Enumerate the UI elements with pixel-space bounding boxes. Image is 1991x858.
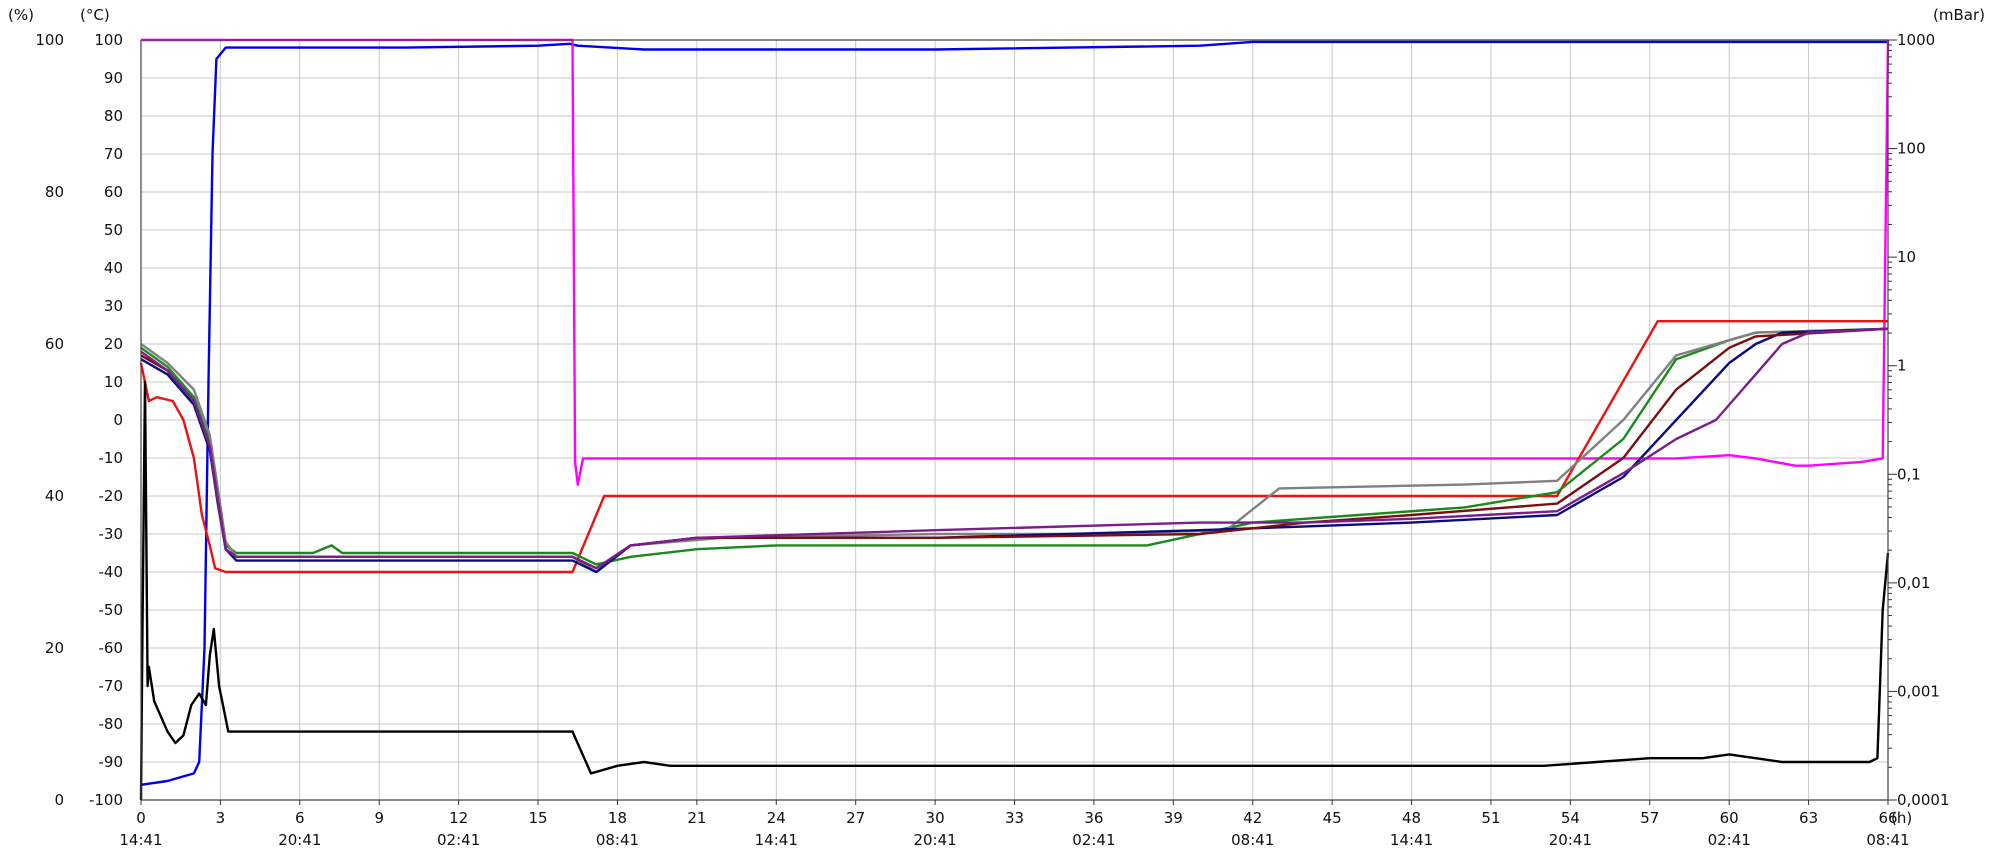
temp-tick-label: 90: [104, 69, 123, 87]
pct-tick-label: 20: [45, 639, 64, 657]
pressure-tick-label: 0,1: [1897, 465, 1921, 483]
pressure-tick-label: 1000: [1897, 31, 1935, 49]
right-pressure-unit-label: (mBar): [1933, 6, 1985, 24]
x-time-label: 08:41: [596, 831, 639, 849]
left-temp-unit-label: (°C): [80, 6, 110, 24]
x-tick-label: 63: [1799, 809, 1818, 827]
x-tick-label: 36: [1084, 809, 1103, 827]
x-time-label: 08:41: [1866, 831, 1909, 849]
left-pct-unit-label: (%): [8, 6, 34, 24]
x-tick-label: 24: [767, 809, 786, 827]
x-time-label: 14:41: [755, 831, 798, 849]
axes-layer: 1009080706050403020100-10-20-30-40-50-60…: [35, 31, 1949, 849]
series-line: [140, 327, 1889, 570]
pressure-tick-label: 0,001: [1897, 682, 1940, 700]
x-tick-label: 27: [846, 809, 865, 827]
temp-tick-label: -30: [99, 525, 124, 543]
temp-tick-label: 50: [104, 221, 123, 239]
x-time-label: 02:41: [1708, 831, 1751, 849]
x-time-label: 08:41: [1231, 831, 1274, 849]
x-time-label: 20:41: [278, 831, 321, 849]
pct-tick-label: 0: [54, 791, 64, 809]
x-tick-label: 30: [926, 809, 945, 827]
temp-tick-label: -70: [99, 677, 124, 695]
temp-tick-label: -10: [99, 449, 124, 467]
x-tick-label: 54: [1561, 809, 1580, 827]
x-time-label: 02:41: [437, 831, 480, 849]
temp-tick-label: 40: [104, 259, 123, 277]
temp-tick-label: -60: [99, 639, 124, 657]
temp-tick-label: 70: [104, 145, 123, 163]
series-line: [140, 327, 1889, 574]
x-tick-label: 21: [687, 809, 706, 827]
x-time-label: 20:41: [913, 831, 956, 849]
x-tick-label: 0: [136, 809, 146, 827]
x-tick-label: 48: [1402, 809, 1421, 827]
x-tick-label: 39: [1164, 809, 1183, 827]
temp-tick-label: 20: [104, 335, 123, 353]
x-tick-label: 51: [1481, 809, 1500, 827]
series-line: [139, 320, 1888, 574]
pct-tick-label: 100: [35, 31, 64, 49]
pct-tick-label: 60: [45, 335, 64, 353]
temp-tick-label: -40: [99, 563, 124, 581]
x-tick-label: 3: [216, 809, 226, 827]
x-time-label: 02:41: [1072, 831, 1115, 849]
x-tick-label: 12: [449, 809, 468, 827]
series-line: [139, 380, 1890, 801]
x-time-label: 14:41: [1390, 831, 1433, 849]
gridlines: [141, 39, 1888, 801]
x-tick-label: 33: [1005, 809, 1024, 827]
x-time-label: 20:41: [1549, 831, 1592, 849]
temp-tick-label: -20: [99, 487, 124, 505]
temp-tick-label: -100: [89, 791, 123, 809]
x-tick-label: 9: [374, 809, 384, 827]
pressure-tick-label: 1: [1897, 357, 1907, 375]
temp-tick-label: 100: [94, 31, 123, 49]
temp-tick-label: -80: [99, 715, 124, 733]
temp-tick-label: -90: [99, 753, 124, 771]
x-tick-label: 57: [1640, 809, 1659, 827]
x-time-label: 14:41: [119, 831, 162, 849]
pressure-tick-label: 100: [1897, 140, 1926, 158]
temp-tick-label: 30: [104, 297, 123, 315]
temp-tick-label: 0: [113, 411, 123, 429]
x-tick-label: 45: [1323, 809, 1342, 827]
pct-tick-label: 40: [45, 487, 64, 505]
series-line: [140, 40, 1888, 786]
x-tick-label: 60: [1720, 809, 1739, 827]
temp-tick-label: 10: [104, 373, 123, 391]
temp-tick-label: 60: [104, 183, 123, 201]
x-tick-label: 6: [295, 809, 305, 827]
series-line: [141, 38, 1890, 486]
series-layer: [139, 38, 1890, 801]
pressure-tick-label: 0,01: [1897, 574, 1930, 592]
temp-tick-label: -50: [99, 601, 124, 619]
temp-tick-label: 80: [104, 107, 123, 125]
pressure-tick-label: 10: [1897, 248, 1916, 266]
pressure-tick-label: 0,0001: [1897, 791, 1950, 809]
x-tick-label: 18: [608, 809, 627, 827]
pct-tick-label: 80: [45, 183, 64, 201]
x-tick-label: 15: [528, 809, 547, 827]
x-tick-label: 66: [1878, 809, 1897, 827]
x-axis-unit-label: (h): [1891, 809, 1912, 827]
x-tick-label: 42: [1243, 809, 1262, 827]
